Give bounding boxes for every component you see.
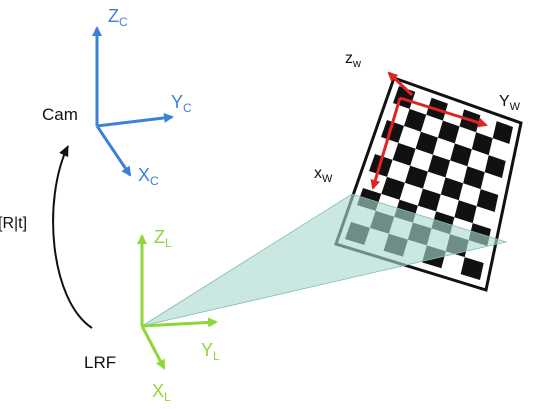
world-x-label: xW: [314, 165, 333, 185]
lrf-x-axis-arrow: [140, 325, 166, 370]
world-frame: zw YW xW: [314, 50, 521, 190]
lrf-y-label: YL: [201, 340, 220, 363]
world-y-axis-arrow: [399, 96, 488, 128]
checker-square: [492, 121, 513, 144]
camera-x-label: XC: [138, 165, 159, 188]
checker-square: [450, 143, 472, 167]
checker-square: [417, 188, 441, 212]
camera-y-label: YC: [171, 92, 192, 115]
laser-scan-plane: [141, 193, 508, 327]
world-z-axis-arrow: [387, 71, 414, 97]
checker-square: [440, 177, 464, 201]
lrf-name-label: LRF: [84, 353, 116, 372]
checker-square: [427, 154, 451, 178]
lrf-x-label: XL: [152, 381, 171, 404]
camera-z-label: ZC: [108, 6, 128, 29]
transform-label: [R|t]: [0, 215, 27, 232]
checker-square: [484, 155, 506, 178]
checker-square: [437, 120, 460, 144]
checker-square: [463, 166, 485, 190]
transform: [R|t]: [0, 145, 93, 329]
camera-y-axis-arrow: [96, 112, 174, 128]
world-y-label: YW: [499, 93, 521, 113]
camera-frame: ZC YC XC Cam: [42, 6, 192, 188]
checker-square: [476, 189, 499, 212]
checker-square: [415, 131, 438, 155]
checker-square: [404, 108, 427, 132]
transform-arrow: [52, 145, 93, 329]
checker-square: [381, 176, 405, 200]
checker-square: [392, 142, 416, 166]
lrf-frame: ZL YL XL LRF: [84, 227, 220, 404]
checker-square: [404, 165, 428, 189]
camera-x-axis-arrow: [95, 125, 132, 177]
checker-square: [460, 257, 484, 280]
lrf-z-label: ZL: [154, 227, 172, 250]
lrf-y-axis-arrow: [141, 317, 218, 328]
checker-square: [471, 132, 493, 156]
camera-name-label: Cam: [42, 105, 78, 124]
checker-square: [454, 200, 477, 224]
world-x-axis-arrow: [370, 97, 402, 190]
world-z-label: zw: [345, 50, 361, 70]
